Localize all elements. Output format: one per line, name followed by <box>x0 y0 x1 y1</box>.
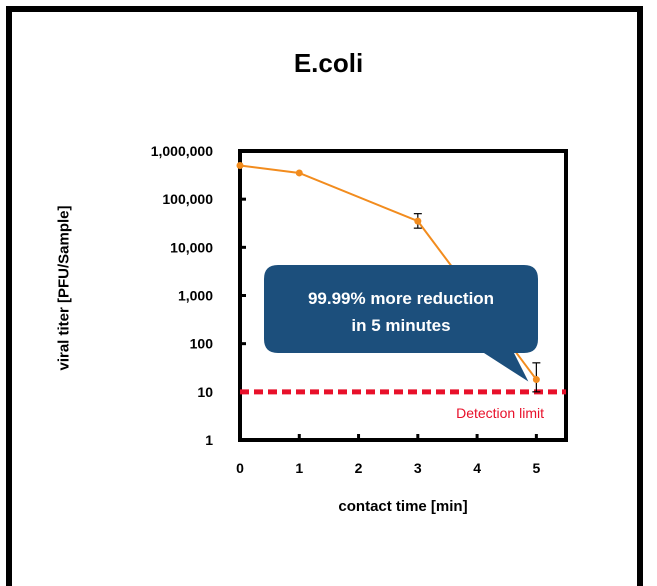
chart-title: E.coli <box>293 48 364 78</box>
annotation-text-line1: 99.99% more reduction <box>308 289 494 308</box>
y-tick-label: 1 <box>205 432 213 448</box>
detection-limit-label: Detection limit <box>456 405 544 421</box>
x-tick-label: 1 <box>295 460 303 476</box>
y-tick-label: 1,000 <box>178 288 213 304</box>
x-axis-label: contact time [min] <box>338 498 468 515</box>
y-tick-label: 100 <box>190 336 214 352</box>
data-point <box>295 169 303 177</box>
outer-frame <box>6 6 643 586</box>
x-tick-label: 4 <box>473 460 481 476</box>
y-tick-label: 10,000 <box>170 239 213 255</box>
data-point <box>414 217 422 225</box>
data-point <box>236 161 244 169</box>
y-tick-label: 10 <box>197 384 213 400</box>
chart-svg: 1 10 100 1,000 10,000 100,000 1,000,000 0 1 2 3 4 5 D… <box>151 143 568 476</box>
x-tick-label: 0 <box>236 460 244 476</box>
annotation-text-line2: in 5 minutes <box>351 316 450 335</box>
y-tick-label: 1,000,000 <box>151 143 213 159</box>
annotation-callout <box>264 265 538 382</box>
x-tick-label: 5 <box>532 460 540 476</box>
x-tick-label: 2 <box>355 460 363 476</box>
data-point <box>532 376 540 384</box>
x-tick-label: 3 <box>414 460 422 476</box>
y-tick-label: 100,000 <box>162 191 213 207</box>
